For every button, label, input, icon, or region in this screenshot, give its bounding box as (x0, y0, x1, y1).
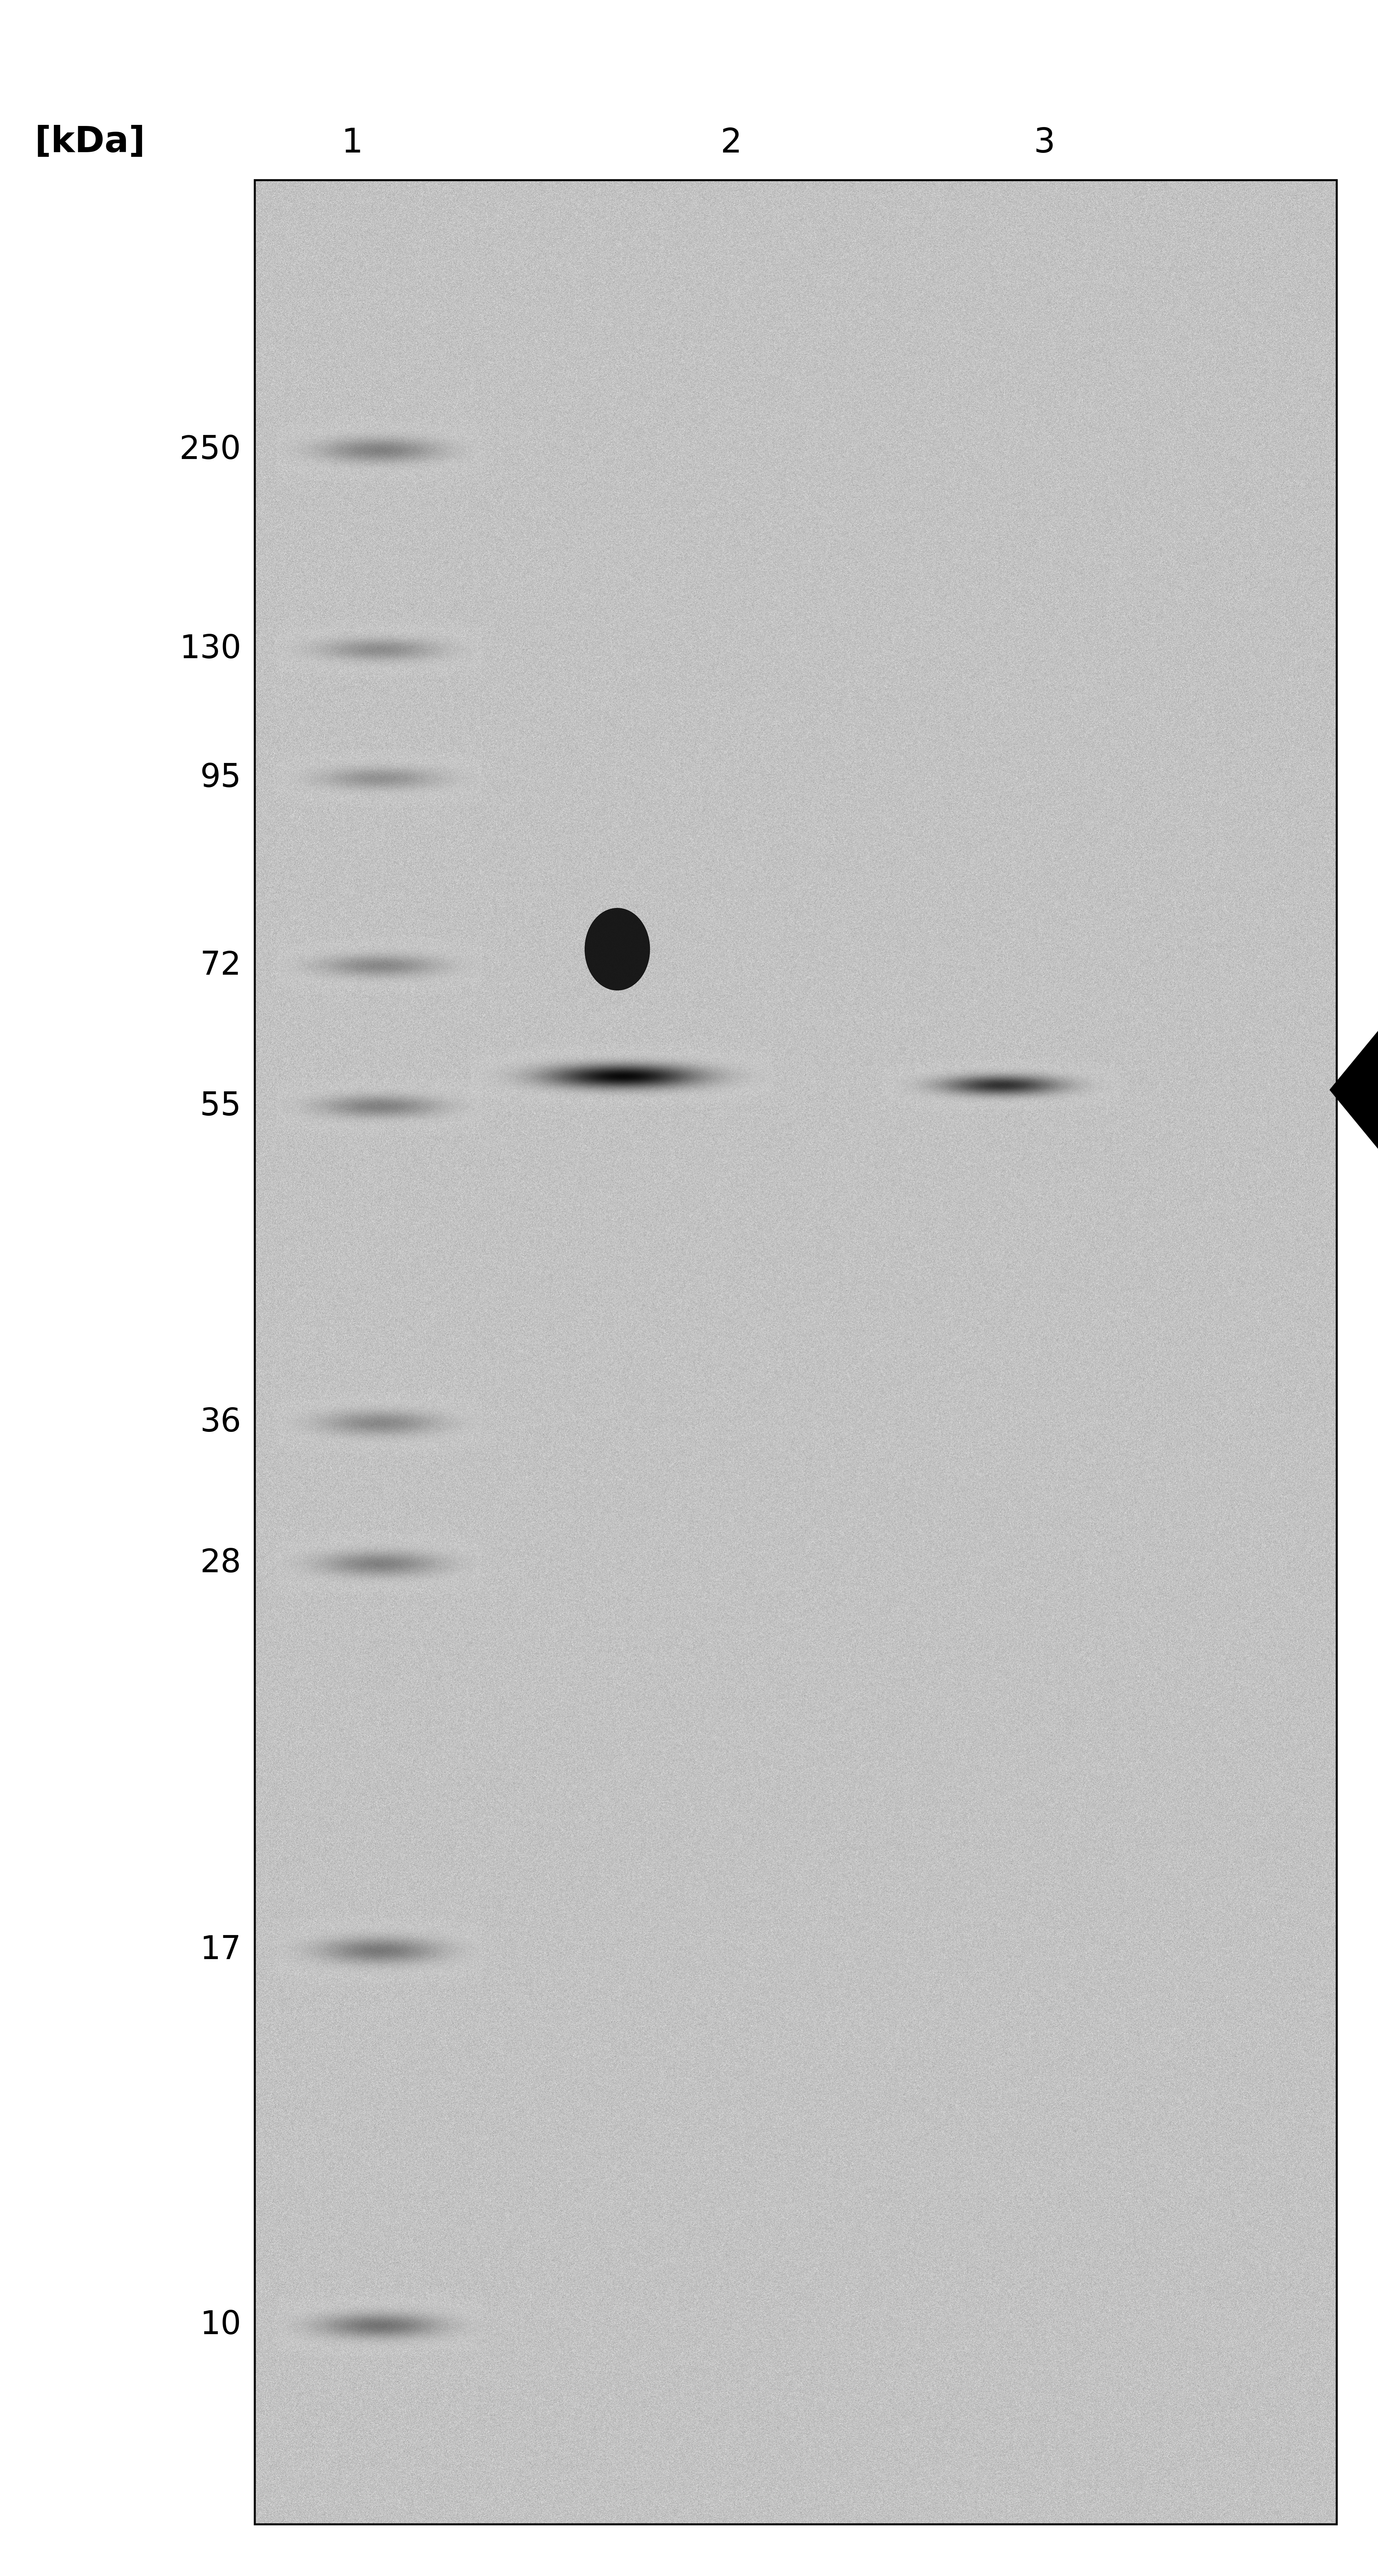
Text: 17: 17 (200, 1935, 241, 1965)
Text: 1: 1 (342, 126, 362, 160)
Text: 95: 95 (200, 762, 241, 793)
Text: 36: 36 (200, 1406, 241, 1437)
Polygon shape (584, 909, 650, 989)
Text: 250: 250 (179, 435, 241, 466)
Text: 72: 72 (200, 951, 241, 981)
Text: 130: 130 (179, 634, 241, 665)
Text: 55: 55 (200, 1090, 241, 1123)
Bar (255, 180, 1337, 2524)
Text: [kDa]: [kDa] (34, 124, 145, 160)
Text: 2: 2 (721, 126, 741, 160)
Text: 28: 28 (200, 1548, 241, 1579)
Text: 10: 10 (200, 2311, 241, 2342)
Polygon shape (1330, 1025, 1378, 1154)
Text: 3: 3 (1034, 126, 1056, 160)
